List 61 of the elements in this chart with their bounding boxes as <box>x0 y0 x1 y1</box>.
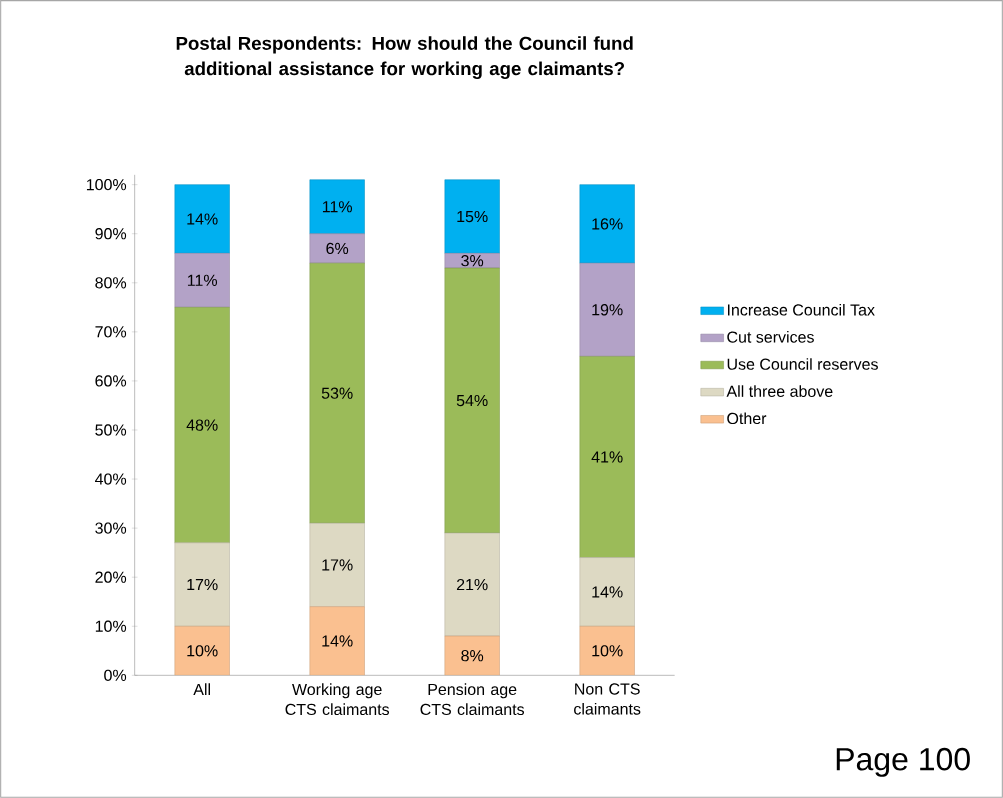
bar <box>309 233 365 264</box>
chart-title: Postal Respondents: How should the Council fund additional assistance for working age claimants? <box>176 36 633 80</box>
data-label: 15% <box>457 210 488 223</box>
legend-label: Use Council reserves <box>727 358 878 370</box>
data-label: 14% <box>187 213 218 225</box>
data-label: 11% <box>187 274 218 286</box>
x-tick-label: Non CTS claimants <box>574 683 641 715</box>
bar <box>174 184 230 254</box>
bar <box>174 625 230 676</box>
bar <box>579 625 635 676</box>
data-label: 10% <box>592 645 623 657</box>
bar <box>174 253 230 308</box>
y-tick-label: 20% <box>95 571 127 583</box>
data-label: 6% <box>326 242 349 255</box>
y-tick-label: 70% <box>95 326 127 338</box>
x-tick-label: Pension age CTS claimants <box>420 683 525 716</box>
y-tick-label: 100% <box>86 178 127 191</box>
y-tick-label: 30% <box>95 522 127 534</box>
data-label: 14% <box>592 586 623 598</box>
bar <box>444 532 500 637</box>
data-label: 3% <box>461 255 484 267</box>
data-label: 17% <box>322 559 353 571</box>
bar <box>309 606 365 676</box>
data-label: 8% <box>461 650 484 662</box>
data-label: 14% <box>322 635 353 647</box>
data-label: 10% <box>187 645 218 657</box>
y-tick-label: 40% <box>95 473 127 485</box>
y-tick-label: 60% <box>95 375 127 387</box>
bar <box>444 179 500 254</box>
bar <box>579 356 635 558</box>
legend-label: All three above <box>726 385 833 397</box>
bar <box>579 184 635 264</box>
y-tick-label: 80% <box>95 277 127 289</box>
data-label: 11% <box>322 201 353 213</box>
data-label: 41% <box>591 451 623 463</box>
data-label: 16% <box>592 218 623 230</box>
bar <box>579 557 635 627</box>
bar <box>579 262 635 357</box>
bar <box>174 307 230 544</box>
bar <box>309 179 365 234</box>
x-tick-label: Working age CTS claimants <box>285 683 390 716</box>
y-tick-label: 50% <box>95 424 127 436</box>
legend-label: Other <box>727 412 767 425</box>
data-label: 19% <box>592 304 623 316</box>
text: Page 100 <box>836 747 970 777</box>
bar <box>444 635 500 676</box>
bar <box>444 267 500 534</box>
data-label: 53% <box>321 387 353 399</box>
legend-label: Cut services <box>727 331 814 343</box>
data-label: 54% <box>456 394 488 407</box>
legend-label: Increase Council Tax <box>727 303 875 316</box>
bar <box>309 262 365 524</box>
y-tick-label: 90% <box>95 228 127 240</box>
x-tick-label: All <box>193 683 210 695</box>
data-label: 17% <box>187 578 218 591</box>
y-tick-label: 10% <box>95 620 127 632</box>
bar <box>174 542 230 627</box>
bar <box>309 522 365 607</box>
data-label: 48% <box>186 419 218 431</box>
data-label: 21% <box>456 578 488 591</box>
y-tick-label: 0% <box>104 669 127 681</box>
